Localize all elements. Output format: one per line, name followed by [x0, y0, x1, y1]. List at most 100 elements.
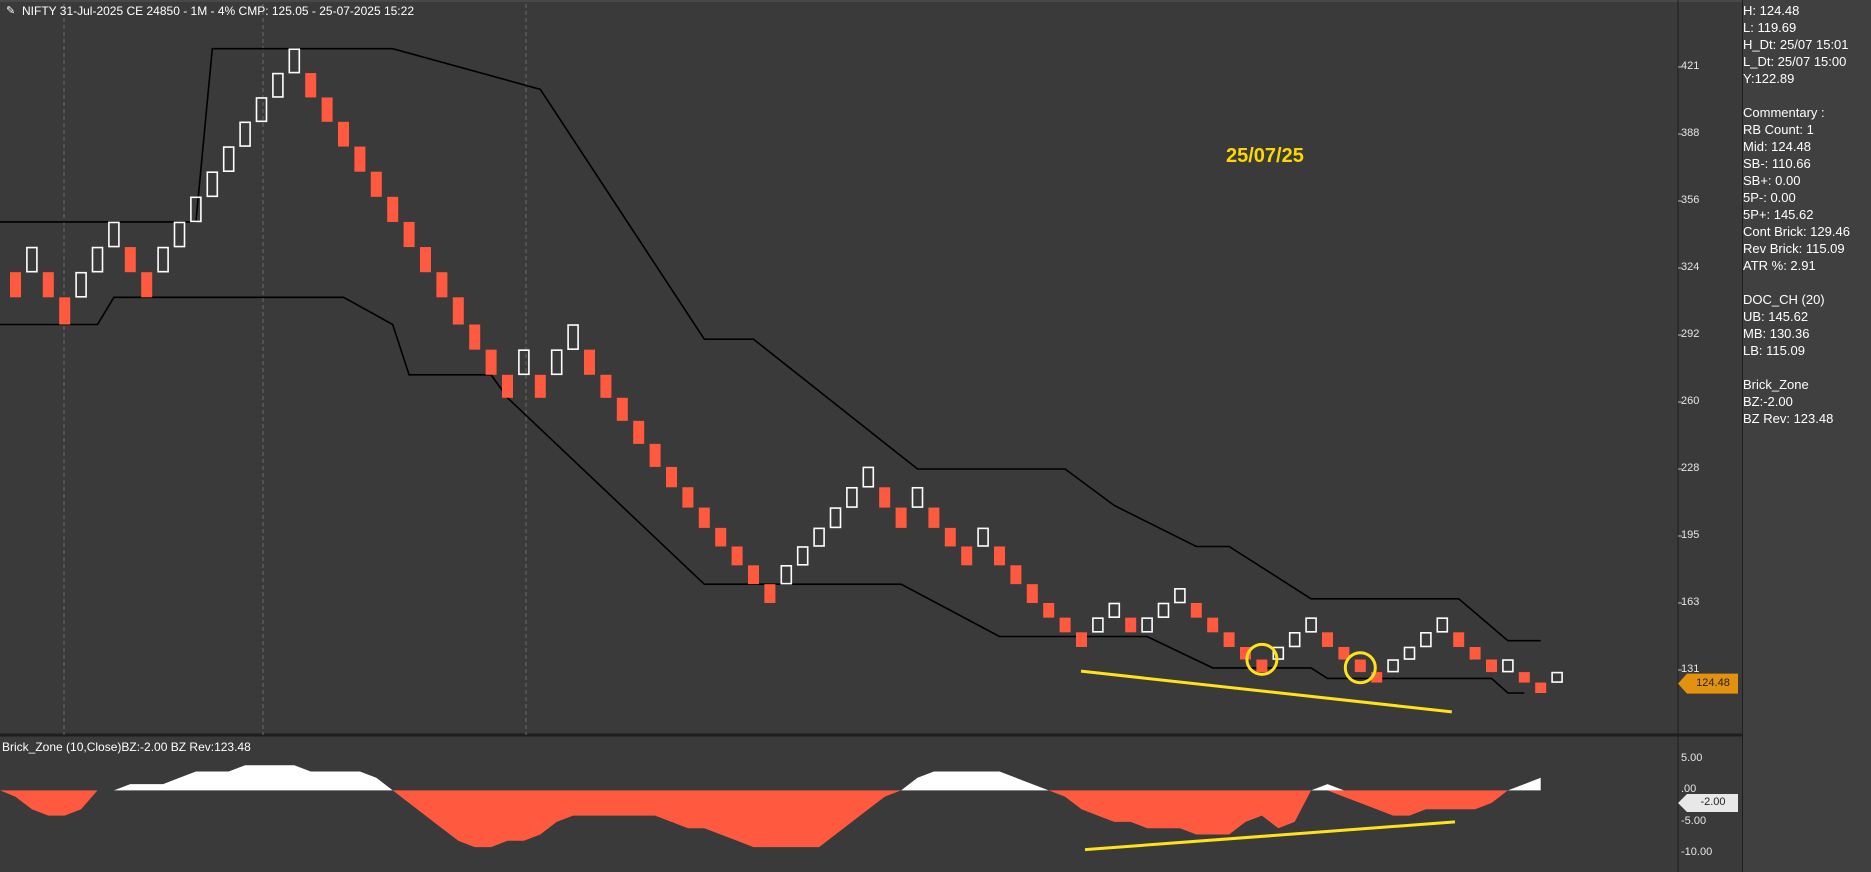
info-line: L: 119.69: [1743, 20, 1797, 35]
date-annotation: 25/07/25: [1226, 145, 1304, 167]
chart-title-text: NIFTY 31-Jul-2025 CE 24850 - 1M - 4% CMP…: [22, 4, 414, 18]
up-brick: [846, 486, 858, 508]
info-line: H: 124.48: [1743, 3, 1800, 18]
up-brick: [206, 171, 219, 198]
renko-plot: [0, 47, 1563, 714]
highlight-circle: [1245, 642, 1279, 676]
indicator-trendline: [1084, 820, 1456, 852]
info-line: L_Dt: 25/07 15:00: [1743, 54, 1847, 69]
info-line: ATR %: 2.91: [1743, 258, 1816, 273]
down-brick: [1322, 632, 1333, 647]
price-tick-label: 228: [1681, 462, 1700, 474]
down-brick: [1059, 617, 1071, 633]
indicator-tick-label: 5.00: [1681, 751, 1703, 764]
info-line: DOC_CH (20): [1743, 292, 1825, 307]
down-brick: [59, 297, 71, 325]
down-brick: [387, 196, 399, 222]
info-line: BZ Rev: 123.48: [1743, 411, 1834, 426]
down-brick: [124, 247, 136, 273]
up-brick: [550, 349, 563, 376]
info-line: RB Count: 1: [1743, 122, 1814, 137]
info-line: BZ:-2.00: [1743, 394, 1793, 409]
up-brick: [1092, 617, 1104, 633]
down-brick: [616, 397, 628, 421]
info-line: Commentary :: [1743, 105, 1825, 120]
down-brick: [649, 443, 661, 467]
info-line: LB: 115.09: [1743, 343, 1805, 358]
up-brick: [1157, 602, 1170, 618]
down-brick: [321, 97, 333, 122]
price-tick-label: 260: [1681, 395, 1700, 407]
down-brick: [1486, 659, 1497, 673]
up-brick: [255, 97, 268, 123]
indicator-title: Brick_Zone (10,Close)BZ:-2.00 BZ Rev:123…: [2, 740, 251, 754]
down-brick: [1453, 632, 1465, 647]
down-brick: [1469, 646, 1481, 660]
down-brick: [1535, 682, 1547, 694]
up-brick: [91, 246, 104, 273]
down-brick: [403, 221, 415, 248]
down-brick: [682, 487, 694, 508]
up-brick: [1551, 671, 1563, 683]
down-brick: [994, 546, 1005, 566]
price-tick-label: 292: [1681, 328, 1700, 340]
up-brick: [1436, 617, 1449, 633]
info-line: Y:122.89: [1743, 71, 1795, 86]
up-brick: [567, 324, 579, 350]
down-brick: [961, 546, 973, 566]
down-brick: [944, 527, 956, 547]
down-brick: [1223, 632, 1235, 647]
up-brick: [813, 527, 825, 547]
down-brick: [698, 507, 710, 528]
down-brick: [895, 507, 907, 528]
lower-channel-line: [0, 296, 1525, 694]
info-side-panel: [1742, 0, 1871, 872]
up-brick: [173, 221, 186, 248]
up-brick: [1387, 659, 1399, 673]
down-brick: [1207, 617, 1219, 633]
down-brick: [1026, 584, 1038, 603]
down-brick: [469, 324, 481, 350]
down-brick: [420, 247, 431, 273]
down-brick: [1125, 617, 1137, 633]
down-brick: [715, 527, 727, 547]
down-brick: [141, 272, 153, 298]
up-brick: [1502, 659, 1514, 673]
down-brick: [666, 466, 677, 488]
wrench-icon[interactable]: ✎: [6, 5, 16, 17]
up-brick: [222, 146, 235, 172]
down-brick: [584, 349, 595, 375]
chart-title: ✎ NIFTY 31-Jul-2025 CE 24850 - 1M - 4% C…: [6, 4, 414, 18]
info-line: UB: 145.62: [1743, 309, 1809, 324]
info-line: Cont Brick: 129.46: [1743, 224, 1850, 239]
up-brick: [780, 565, 793, 585]
down-brick: [764, 584, 776, 603]
down-brick: [1043, 603, 1055, 618]
down-brick: [502, 374, 513, 398]
up-brick: [1420, 632, 1432, 648]
down-brick: [1371, 672, 1383, 683]
info-line: Mid: 124.48: [1743, 139, 1811, 154]
up-brick: [862, 466, 875, 488]
down-brick: [485, 349, 497, 375]
info-line: H_Dt: 25/07 15:01: [1743, 37, 1849, 52]
down-brick: [1354, 659, 1366, 673]
brick-zone-negative-area: [0, 790, 1541, 848]
price-tick-label: 388: [1681, 127, 1700, 139]
down-brick: [1256, 659, 1268, 673]
up-brick: [157, 246, 169, 273]
down-brick: [1338, 646, 1350, 660]
down-brick: [305, 73, 317, 98]
price-tick-label: 324: [1681, 261, 1700, 273]
info-line: SB-: 110.66: [1743, 156, 1811, 171]
up-brick: [1174, 588, 1186, 604]
indicator-tick-label: -10.00: [1681, 846, 1713, 859]
up-brick: [239, 121, 251, 147]
support-trendline: [1080, 669, 1452, 714]
down-brick: [338, 121, 349, 147]
down-brick: [1010, 565, 1022, 585]
up-brick: [272, 72, 284, 98]
info-line: Rev Brick: 115.09: [1743, 241, 1845, 256]
info-line: SB+: 0.00: [1743, 173, 1801, 188]
